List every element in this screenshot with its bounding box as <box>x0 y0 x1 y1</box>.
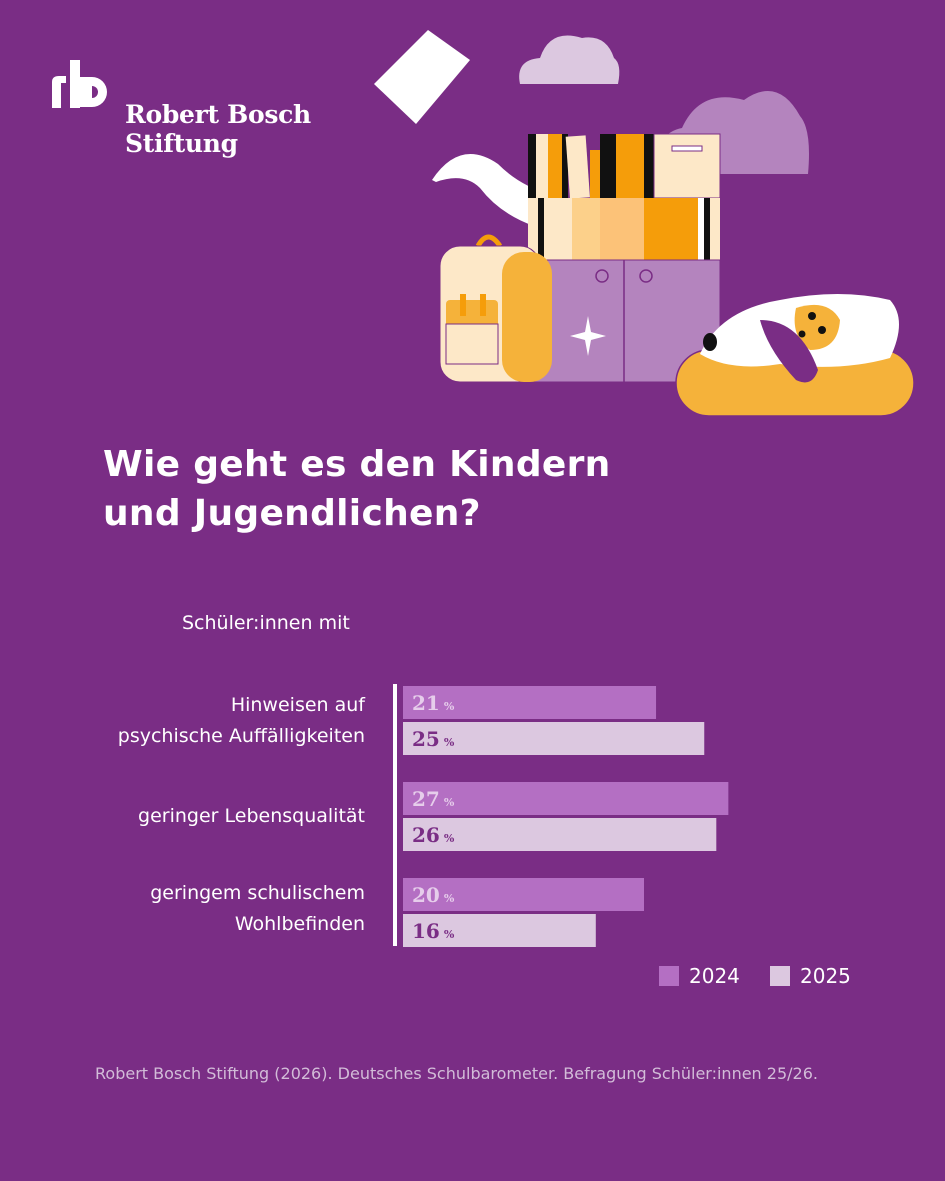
brand-line-1: Robert Bosch <box>125 100 311 129</box>
dog-icon <box>675 294 915 417</box>
legend-swatch-2024 <box>659 966 679 986</box>
category-label-line: geringem schulischem <box>150 882 365 904</box>
category-label-lebensqualitaet: geringer Lebensqualität <box>138 801 365 832</box>
y-axis-line <box>393 684 397 946</box>
bar-2024-0 <box>403 686 657 719</box>
bar-2024-1 <box>403 782 729 815</box>
category-label-line: Wohlbefinden <box>234 913 365 935</box>
backpack-icon <box>439 234 552 383</box>
cloud-small-icon <box>519 35 620 84</box>
bar-2025-2 <box>403 914 596 947</box>
source-note: Robert Bosch Stiftung (2026). Deutsches … <box>95 1064 818 1083</box>
paper-sheet-icon <box>374 30 470 124</box>
bar-2025-0 <box>403 722 705 755</box>
legend-2024: 2024 <box>659 964 740 988</box>
school-illustration <box>374 30 915 417</box>
data-label-2025-0: 25% <box>412 727 455 751</box>
legend-swatch-2025 <box>770 966 790 986</box>
category-label-line: Hinweisen auf <box>230 694 365 716</box>
title-line-2: und Jugendlichen? <box>103 493 481 534</box>
rb-logo-mark <box>52 60 107 108</box>
legend-label-2024: 2024 <box>689 964 740 988</box>
title-line-1: Wie geht es den Kindern <box>103 444 611 485</box>
brand-line-2: Stiftung <box>125 129 238 158</box>
category-label-line: psychische Auffälligkeiten <box>117 725 365 747</box>
bookshelf-icon <box>527 133 721 383</box>
chart-subtitle: Schüler:innen mit <box>182 612 350 634</box>
chart-title: Wie geht es den Kindern und Jugendlichen… <box>103 440 611 538</box>
brand-name: Robert Bosch Stiftung <box>125 100 311 158</box>
legend-2025: 2025 <box>770 964 851 988</box>
category-label-psychische: Hinweisen auf psychische Auffälligkeiten <box>118 690 365 752</box>
category-label-line: geringer Lebensqualität <box>138 805 365 827</box>
category-label-wohlbefinden: geringem schulischem Wohlbefinden <box>150 878 365 940</box>
bar-2024-2 <box>403 878 644 911</box>
legend-label-2025: 2025 <box>800 964 851 988</box>
bar-2025-1 <box>403 818 717 851</box>
